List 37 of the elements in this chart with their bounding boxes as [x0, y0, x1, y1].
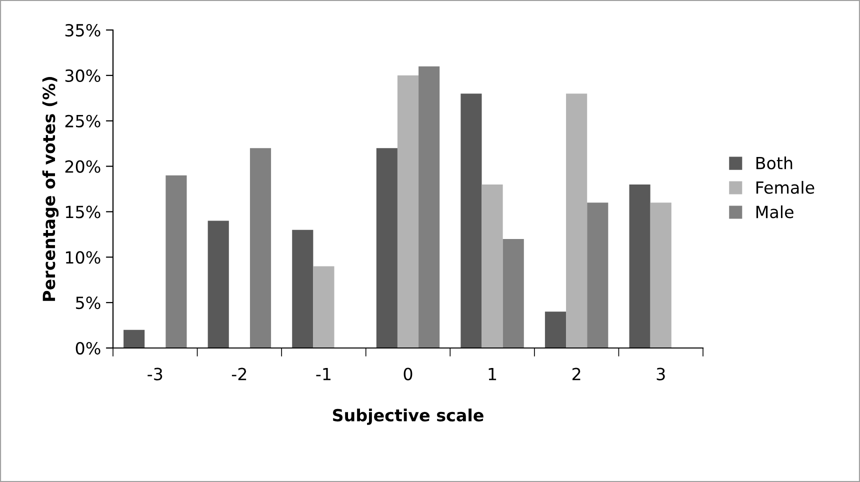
bar	[250, 148, 272, 348]
bar	[502, 238, 524, 348]
x-tick-label: -2	[232, 368, 246, 380]
bar	[587, 202, 608, 348]
x-axis-title: Subjective scale	[332, 408, 484, 425]
bar	[482, 184, 503, 348]
y-tick-label: 10%	[66, 251, 100, 264]
legend-label: Female	[756, 180, 814, 194]
y-tick-label: 30%	[65, 69, 100, 82]
y-tick-label: 35%	[65, 24, 100, 37]
bar	[629, 184, 650, 348]
bar	[460, 94, 482, 348]
y-axis-title: Percentage of votes (%)	[42, 77, 59, 301]
legend-label: Both	[756, 156, 792, 170]
x-tick-label: 3	[656, 368, 665, 380]
bar	[544, 312, 566, 348]
y-tick-label: 20%	[65, 160, 100, 173]
y-tick-label: 25%	[65, 114, 100, 128]
bar	[418, 66, 440, 348]
x-tick-label: -3	[148, 368, 162, 380]
y-tick-label: 15%	[66, 206, 100, 218]
y-tick-label: 5%	[76, 296, 100, 310]
x-tick-label: -1	[316, 368, 330, 380]
legend-label: Male	[756, 205, 794, 218]
bar	[124, 330, 145, 348]
bar	[166, 175, 187, 348]
bar	[397, 75, 419, 348]
x-tick-label: 0	[404, 368, 412, 380]
bar	[313, 266, 334, 348]
bar	[650, 202, 672, 348]
bar	[208, 220, 229, 348]
bar	[292, 230, 314, 348]
bar	[376, 148, 398, 348]
y-tick-label: 0%	[76, 342, 100, 355]
x-tick-label: 2	[572, 368, 580, 380]
x-tick-label: 1	[488, 368, 496, 380]
bar	[566, 94, 588, 348]
